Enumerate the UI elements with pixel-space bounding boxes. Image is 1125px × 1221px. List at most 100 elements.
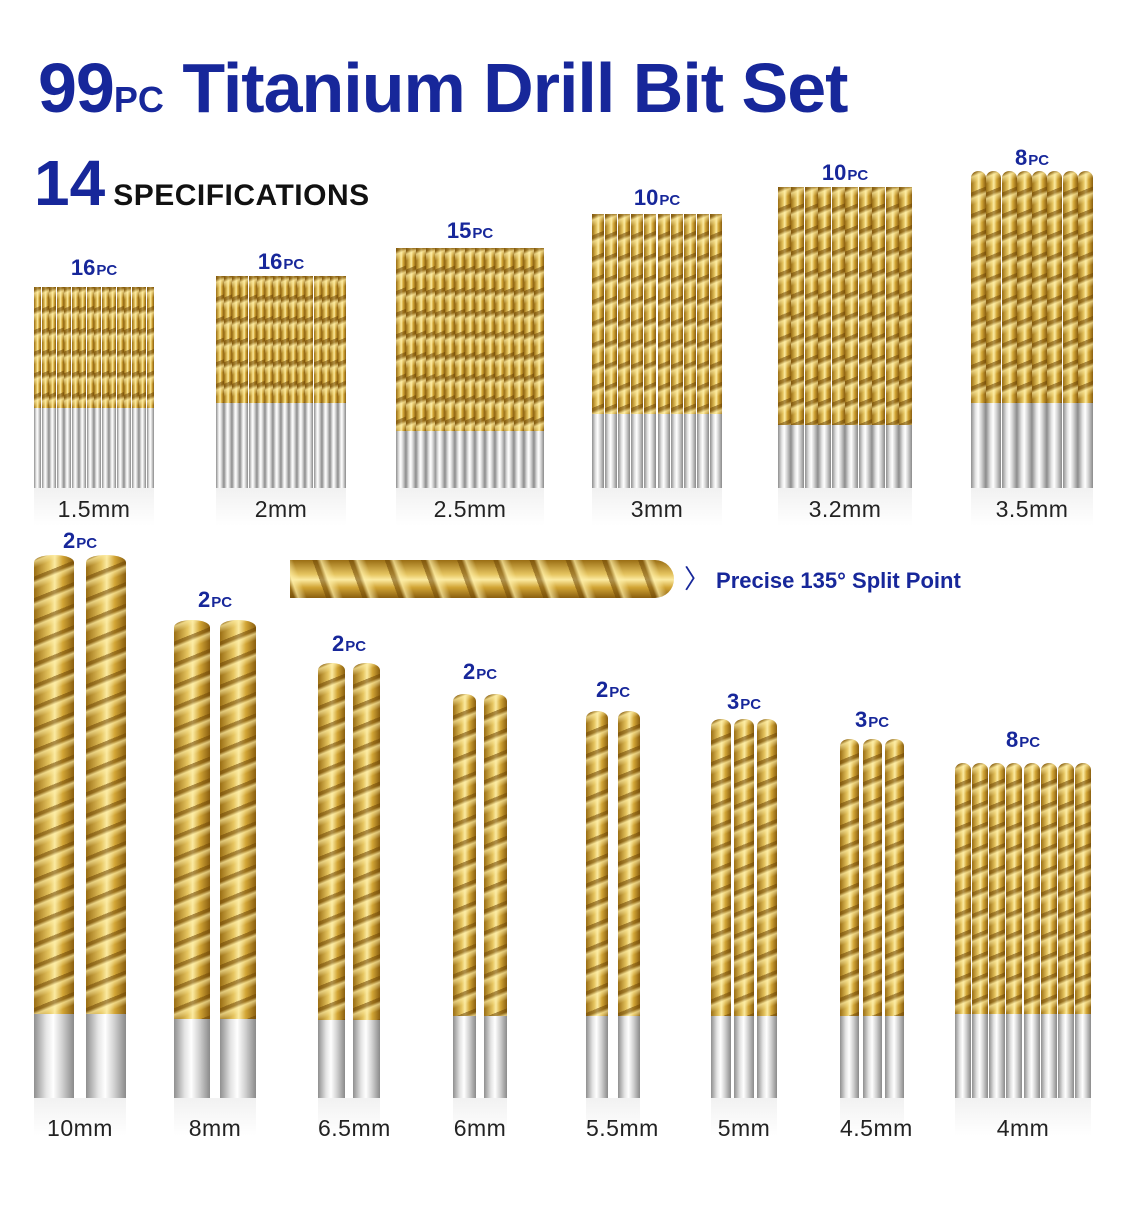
- bit-flute: [697, 214, 709, 414]
- bit-flute: [1032, 171, 1047, 403]
- bit-shank: [49, 408, 56, 488]
- bit-shank: [249, 403, 257, 488]
- drill-bit: [485, 248, 495, 488]
- piece-count: 8PC: [955, 727, 1091, 756]
- drill-bit: [220, 620, 256, 1098]
- bit-reflection: [216, 488, 346, 526]
- bit-reflection: [955, 1098, 1091, 1136]
- bit-flute: [1058, 763, 1074, 1014]
- piece-count: 8PC: [971, 145, 1093, 174]
- bit-flute: [658, 214, 670, 414]
- bit-flute: [406, 248, 416, 431]
- drill-bits-row: [396, 248, 544, 488]
- bit-flute: [49, 287, 56, 408]
- piece-count-number: 3: [854, 707, 868, 732]
- bit-flute: [495, 248, 505, 431]
- bit-flute: [989, 763, 1005, 1014]
- bit-flute: [79, 287, 86, 408]
- bit-size-label: 8mm: [188, 1115, 242, 1141]
- drill-bit: [49, 287, 56, 488]
- bit-flute: [224, 276, 232, 403]
- bit-size-label: 5.5mm: [586, 1115, 659, 1141]
- bit-shank: [455, 431, 465, 488]
- bit-shank: [631, 414, 643, 488]
- bit-flute: [109, 287, 116, 408]
- bit-flute: [840, 739, 859, 1016]
- bit-shank: [972, 1014, 988, 1098]
- bit-shank: [1002, 403, 1017, 488]
- drill-bit: [972, 763, 988, 1098]
- drill-bit: [885, 739, 904, 1098]
- bit-shank: [416, 431, 426, 488]
- drill-bit: [257, 276, 265, 488]
- bit-shank: [224, 403, 232, 488]
- bit-shank: [863, 1016, 882, 1098]
- bit-shank: [504, 431, 514, 488]
- bit-flute: [1078, 171, 1093, 403]
- bit-flute: [102, 287, 109, 408]
- drill-bit: [240, 276, 248, 488]
- drill-bit: [644, 214, 656, 488]
- bit-shank: [955, 1014, 971, 1098]
- bit-shank: [1075, 1014, 1091, 1098]
- bit-shank: [94, 408, 101, 488]
- drill-bits-row: [34, 287, 154, 488]
- drill-bit: [840, 739, 859, 1098]
- drill-bit: [684, 214, 696, 488]
- bit-flute: [396, 248, 406, 431]
- bit-shank: [132, 408, 139, 488]
- bit-flute: [504, 248, 514, 431]
- drill-bit: [435, 248, 445, 488]
- bit-shank: [305, 403, 313, 488]
- bit-reflection: [592, 488, 722, 526]
- drill-bit: [64, 287, 71, 488]
- bit-flute: [139, 287, 146, 408]
- drill-bit: [859, 187, 872, 488]
- bit-flute: [592, 214, 604, 414]
- piece-count: 2PC: [453, 659, 507, 688]
- bit-flute: [117, 287, 124, 408]
- bit-reflection: [840, 1098, 904, 1136]
- drill-bit: [273, 276, 281, 488]
- bit-shank: [1078, 403, 1093, 488]
- specifications-heading: 14 SPECIFICATIONS: [34, 148, 370, 236]
- drill-bit: [514, 248, 524, 488]
- bit-flute: [1017, 171, 1032, 403]
- bit-flute: [257, 276, 265, 403]
- bit-flute: [465, 248, 475, 431]
- bit-shank: [322, 403, 330, 488]
- bit-reflection: [711, 1098, 777, 1136]
- bit-shank: [314, 403, 322, 488]
- bit-size-label: 4mm: [996, 1115, 1050, 1141]
- bit-shank: [297, 403, 305, 488]
- bit-shank: [514, 431, 524, 488]
- bit-flute: [273, 276, 281, 403]
- bit-flute: [618, 214, 630, 414]
- piece-count-unit: PC: [96, 262, 118, 279]
- drill-bit: [87, 287, 94, 488]
- bit-shank: [710, 414, 722, 488]
- bit-flute: [94, 287, 101, 408]
- drill-bits-row: [318, 663, 380, 1098]
- piece-count-number: 8: [1005, 727, 1019, 752]
- piece-count-unit: PC: [609, 684, 631, 701]
- bit-size-label: 5mm: [717, 1115, 771, 1141]
- bit-flute: [671, 214, 683, 414]
- bit-flute: [1002, 171, 1017, 403]
- bit-shank: [42, 408, 49, 488]
- bit-flute: [216, 276, 224, 403]
- bit-shank: [216, 403, 224, 488]
- bit-reflection: [971, 488, 1093, 526]
- title-number: 99: [38, 49, 115, 127]
- drill-bit: [174, 620, 210, 1098]
- title-pc: PC: [113, 79, 164, 120]
- drill-bit: [484, 694, 507, 1098]
- drill-bit: [757, 719, 777, 1098]
- piece-count-number: 10: [821, 160, 847, 185]
- bit-flute: [631, 214, 643, 414]
- bit-flute: [872, 187, 885, 425]
- bit-shank: [872, 425, 885, 488]
- drill-bit: [406, 248, 416, 488]
- piece-count: 10PC: [778, 160, 912, 189]
- bit-shank: [986, 403, 1001, 488]
